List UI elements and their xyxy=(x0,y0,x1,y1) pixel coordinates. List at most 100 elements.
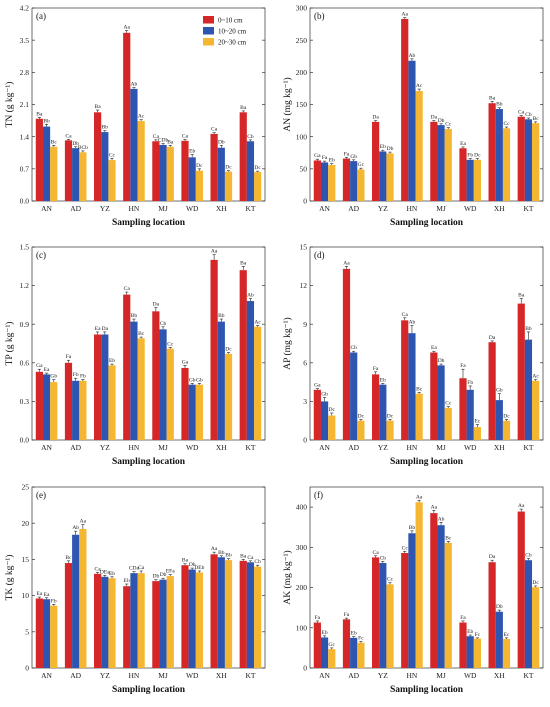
bar-significance-label: Da xyxy=(489,335,496,341)
bar xyxy=(401,320,409,440)
bar-significance-label: Gb xyxy=(189,377,196,383)
bar-significance-label: Da xyxy=(102,326,109,332)
bar xyxy=(437,365,445,440)
bar-significance-label: Ac xyxy=(254,319,261,325)
bar xyxy=(130,573,138,668)
bar xyxy=(320,637,329,668)
x-tick-label: MJ xyxy=(436,671,446,680)
y-tick-label: 4.2 xyxy=(20,4,30,13)
bar-significance-label: Fc xyxy=(358,635,364,641)
bar xyxy=(379,151,387,201)
y-tick-label: 0.3 xyxy=(20,397,30,406)
bar xyxy=(320,162,329,201)
bar xyxy=(101,132,109,201)
bar xyxy=(72,148,80,201)
y-tick-label: 1.4 xyxy=(20,132,30,141)
bar xyxy=(188,569,196,668)
bar-significance-label: Aa xyxy=(416,494,423,500)
plot-frame xyxy=(309,246,544,441)
bar-significance-label: Dc xyxy=(329,407,336,413)
bar-significance-label: Dc xyxy=(503,413,510,419)
bar xyxy=(166,576,174,668)
bar-significance-label: Dc xyxy=(358,413,365,419)
x-axis-title: Sampling location xyxy=(390,218,464,228)
x-tick-label: XH xyxy=(216,671,227,680)
bar-significance-label: Aa xyxy=(211,249,218,255)
y-tick-label: 0.9 xyxy=(20,320,30,329)
bar-significance-label: Da xyxy=(489,554,496,560)
bar-significance-label: Da xyxy=(372,115,379,121)
x-tick-label: YZ xyxy=(100,443,110,452)
bar xyxy=(130,88,138,201)
legend-swatch xyxy=(203,38,214,46)
legend: 0~10 cm 10~20 cm 20~30 cm xyxy=(203,16,247,47)
y-tick-label: 20 xyxy=(22,519,30,528)
bar xyxy=(210,554,218,668)
bar-significance-label: Dc xyxy=(532,580,539,586)
y-axis-title: TN (g kg⁻¹) xyxy=(4,82,15,128)
x-tick-label: KT xyxy=(245,671,255,680)
bar-significance-label: Bb xyxy=(102,125,109,131)
bar-significance-label: Ea xyxy=(95,326,101,332)
bar xyxy=(350,637,358,668)
bar xyxy=(430,513,438,668)
bar xyxy=(459,622,467,668)
bar-significance-label: Db xyxy=(438,358,445,364)
x-tick-label: XH xyxy=(494,443,505,452)
x-tick-label: WD xyxy=(464,671,477,680)
y-tick-label: 150 xyxy=(296,100,308,109)
bar-significance-label: Ca xyxy=(95,566,102,572)
bar-significance-label: Ea xyxy=(431,345,437,351)
x-axis-title: Sampling location xyxy=(112,685,186,695)
bar-significance-label: EFa xyxy=(166,569,175,575)
bar-significance-label: Bb xyxy=(218,313,225,319)
bar-significance-label: Ba xyxy=(240,260,247,266)
x-tick-label: AN xyxy=(41,443,52,452)
bar xyxy=(320,401,329,440)
bar xyxy=(517,511,525,668)
plot-frame xyxy=(309,486,544,669)
x-tick-label: XH xyxy=(216,204,227,213)
x-tick-label: AN xyxy=(41,671,52,680)
y-tick-label: 0 xyxy=(25,664,29,673)
bar xyxy=(72,534,80,668)
bar-significance-label: Cc xyxy=(109,152,116,158)
y-tick-label: 400 xyxy=(296,503,308,512)
x-tick-label: AN xyxy=(319,671,330,680)
bar-significance-label: Bb xyxy=(131,313,138,319)
bar xyxy=(342,619,351,668)
bar-significance-label: Ac xyxy=(532,374,539,380)
y-axis-title: TK (g kg⁻¹) xyxy=(4,555,15,601)
x-tick-label: AD xyxy=(70,671,81,680)
y-tick-label: 25 xyxy=(22,483,30,492)
bar-significance-label: Aa xyxy=(80,519,87,525)
bar-significance-label: Ab xyxy=(438,516,445,522)
bar xyxy=(137,121,145,201)
bar-significance-label: DEa xyxy=(100,569,110,575)
y-tick-label: 0.7 xyxy=(20,164,30,173)
bar-significance-label: Ac xyxy=(138,114,145,120)
bar-significance-label: BCb xyxy=(78,145,88,151)
bar-significance-label: Fb xyxy=(80,374,86,380)
bar xyxy=(444,542,452,668)
bar xyxy=(79,380,87,440)
bar-significance-label: Dc xyxy=(474,153,481,159)
bar-significance-label: Aa xyxy=(343,260,350,266)
bar-significance-label: Eb xyxy=(189,149,195,155)
bar-significance-label: Bc xyxy=(416,386,423,392)
y-tick-label: 300 xyxy=(296,4,308,13)
bar xyxy=(152,141,160,201)
panel-label: (a) xyxy=(36,11,46,21)
bar-significance-label: Cc xyxy=(503,121,510,127)
y-axis-title: AP (mg kg⁻¹) xyxy=(282,317,293,369)
bar xyxy=(524,119,533,201)
bar xyxy=(224,353,233,440)
bar-significance-label: Bb xyxy=(525,326,532,332)
bar xyxy=(64,140,73,201)
bar xyxy=(495,109,503,201)
bar-significance-label: Db xyxy=(387,146,394,152)
panel-label: (c) xyxy=(36,250,46,260)
bar xyxy=(313,160,321,201)
bar xyxy=(415,393,423,440)
